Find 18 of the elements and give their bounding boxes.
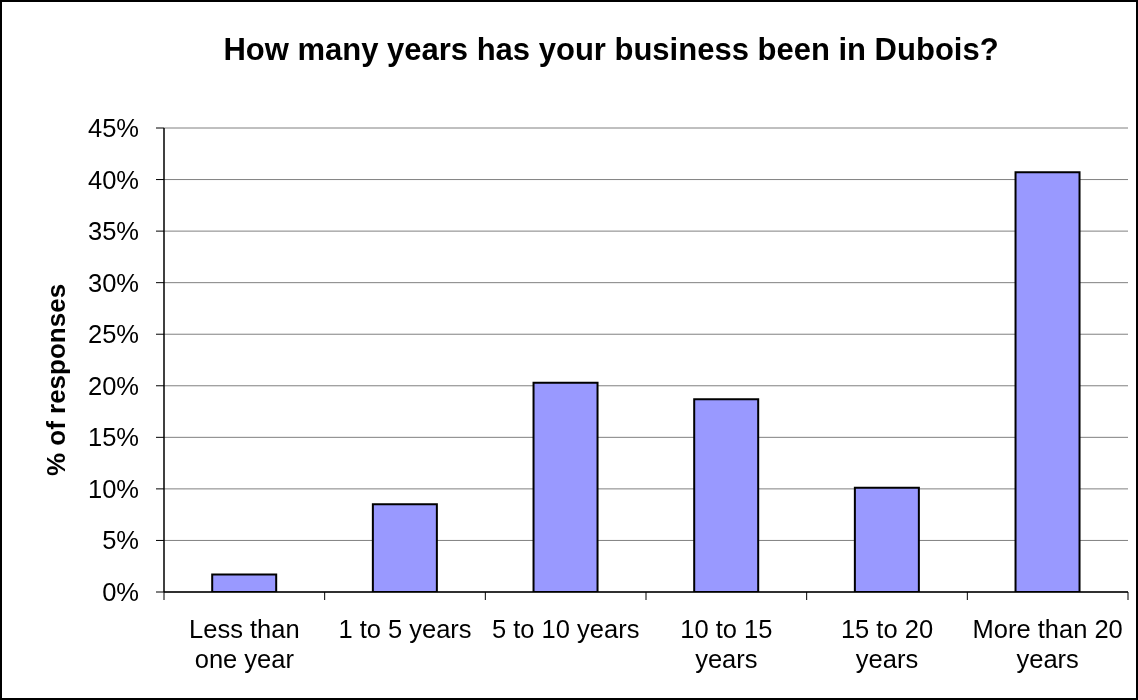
chart-title: How many years has your business been in Dubois? bbox=[222, 32, 1000, 68]
x-tick-label: Less than one year bbox=[189, 615, 300, 673]
x-tick-label: 10 to 15 years bbox=[680, 615, 773, 673]
y-tick-label: 35% bbox=[87, 217, 139, 246]
y-tick-label: 10% bbox=[87, 474, 139, 503]
y-tick-label: 25% bbox=[87, 320, 139, 349]
y-axis-title: % of responses bbox=[41, 283, 71, 477]
y-tick-label: 40% bbox=[87, 165, 139, 194]
y-tick-label: 30% bbox=[87, 268, 139, 297]
y-tick-label: 20% bbox=[87, 371, 139, 400]
x-tick-label: 1 to 5 years bbox=[338, 615, 472, 643]
y-tick-label: 0% bbox=[102, 578, 139, 607]
y-tick-label: 5% bbox=[102, 526, 139, 555]
x-tick-label: More than 20 years bbox=[972, 615, 1123, 673]
x-tick-label: 15 to 20 years bbox=[840, 615, 934, 673]
y-tick-label: 45% bbox=[87, 114, 139, 143]
x-tick-label: 5 to 10 years bbox=[491, 615, 640, 643]
y-tick-label: 15% bbox=[87, 423, 139, 452]
